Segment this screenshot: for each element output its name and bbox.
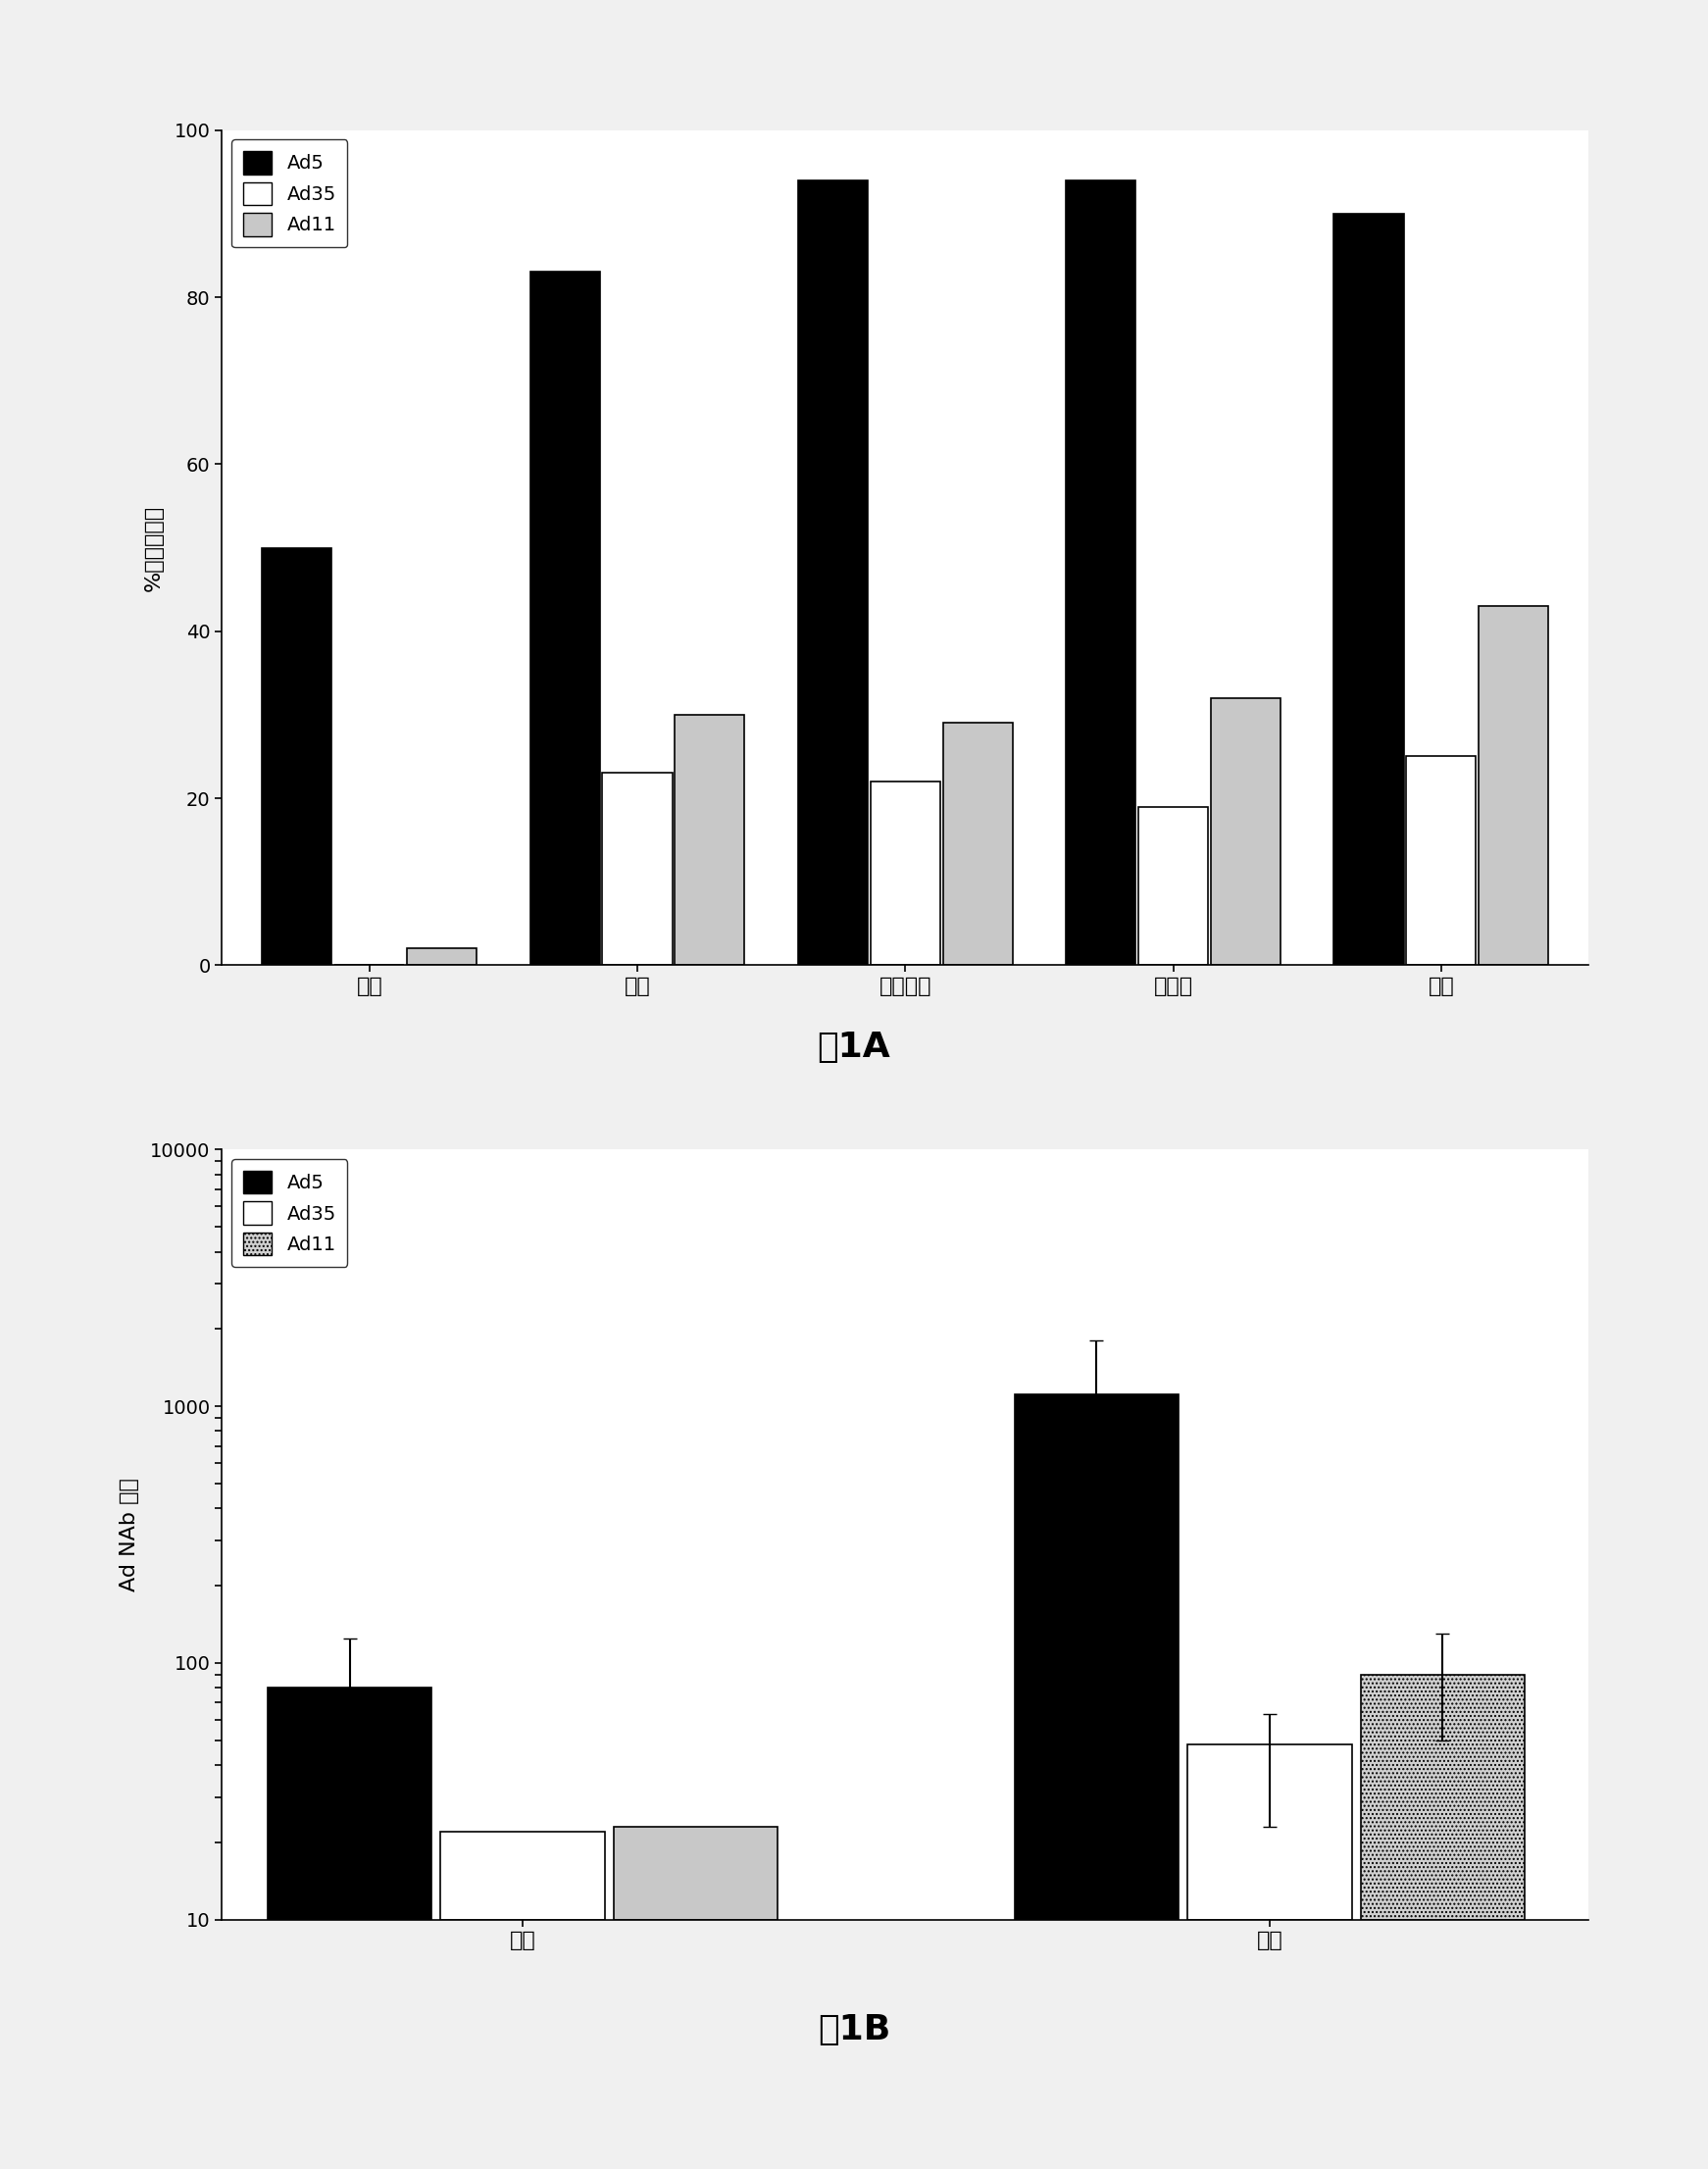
Bar (407, 948, 477, 965)
Bar (603, 772, 673, 965)
Bar (675, 714, 745, 965)
Bar (1479, 605, 1547, 965)
Bar (798, 180, 868, 965)
Bar (1066, 180, 1136, 965)
Bar (1015, 1395, 1179, 1920)
Text: 图1A: 图1A (818, 1030, 890, 1063)
Bar (1361, 1674, 1525, 1920)
Bar (263, 547, 331, 965)
Bar (943, 722, 1013, 965)
Y-axis label: Ad NAb 效价: Ad NAb 效价 (120, 1477, 140, 1592)
Text: 图1B: 图1B (818, 2013, 890, 2045)
Bar (268, 1687, 432, 1920)
Bar (441, 1831, 605, 1920)
Bar (529, 271, 600, 965)
Bar (1187, 1744, 1351, 1920)
Legend: Ad5, Ad35, Ad11: Ad5, Ad35, Ad11 (232, 1158, 347, 1267)
Legend: Ad5, Ad35, Ad11: Ad5, Ad35, Ad11 (232, 139, 347, 247)
Bar (1211, 698, 1281, 965)
Bar (613, 1826, 777, 1920)
Y-axis label: %血清阳性率: %血清阳性率 (143, 505, 164, 590)
Bar (1138, 807, 1208, 965)
Bar (1406, 757, 1476, 965)
Bar (871, 781, 939, 965)
Bar (1334, 213, 1404, 965)
